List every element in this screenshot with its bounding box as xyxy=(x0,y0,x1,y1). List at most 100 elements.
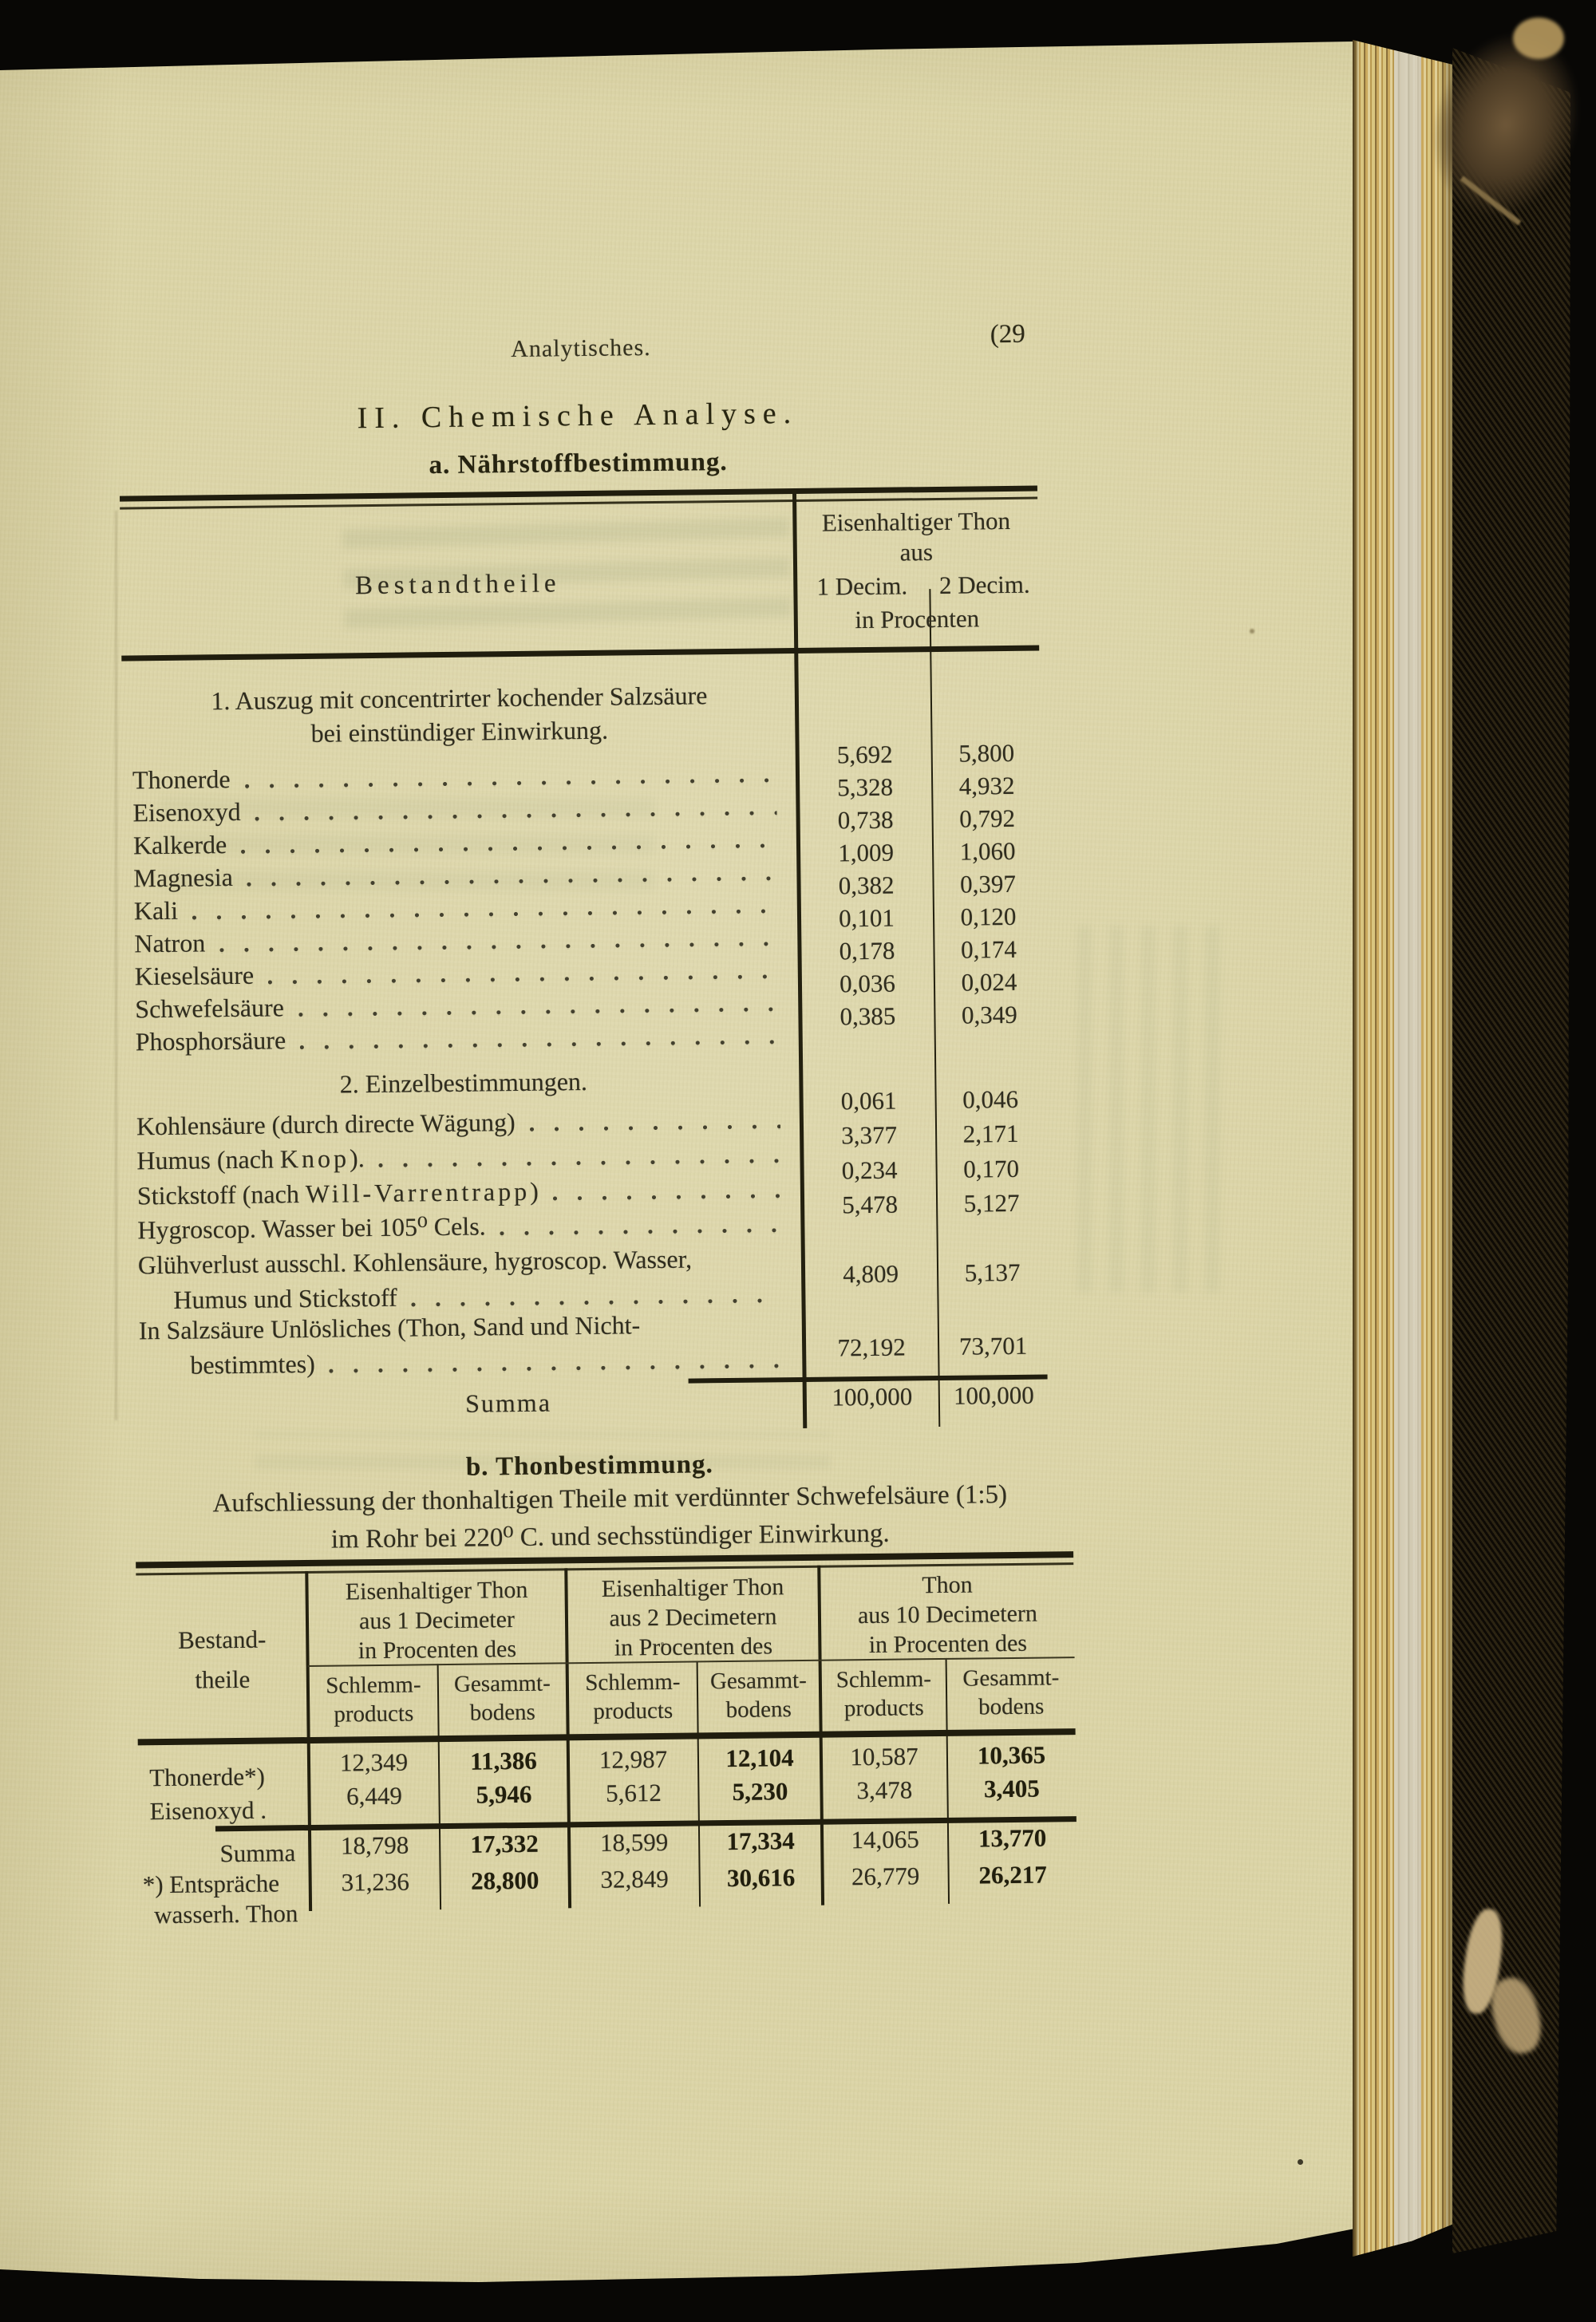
value-1decim: 0,036 xyxy=(839,969,896,998)
cell-value: 3,478 xyxy=(856,1775,913,1805)
book-cover-spine xyxy=(1452,48,1570,2254)
value-1decim: 0,382 xyxy=(838,871,895,900)
dot-leader xyxy=(529,1103,781,1138)
cell-value: 18,599 xyxy=(599,1827,669,1857)
value-1decim: 3,377 xyxy=(841,1120,898,1150)
dot-leader xyxy=(192,887,779,926)
row-label: Hygroscop. Wasser bei 105⁰ Cels. xyxy=(137,1211,486,1245)
paper-speck xyxy=(1298,2159,1303,2165)
row-label: Schwefelsäure xyxy=(135,993,285,1024)
row-label: Kalkerde xyxy=(132,830,227,860)
dot-leader xyxy=(255,789,777,827)
value-1decim: 0,101 xyxy=(838,903,895,933)
row-label: Stickstoff (nach Will-Varrentrapp) xyxy=(136,1176,539,1210)
cell-value: 26,217 xyxy=(978,1860,1047,1890)
binding-knot-highlight xyxy=(1513,18,1564,59)
value-2decim: 0,174 xyxy=(960,934,1017,964)
value-2decim: 2,171 xyxy=(962,1119,1019,1148)
book-fore-edge xyxy=(1353,40,1460,2257)
value-1decim: 4,809 xyxy=(843,1259,899,1289)
value-1decim: 5,328 xyxy=(837,772,894,802)
section-a-heading: a. Nährstoffbestimmung. xyxy=(429,447,728,480)
summa-label: Summa xyxy=(464,1388,552,1418)
summa-label: Summa xyxy=(219,1838,296,1868)
cell-value: 10,365 xyxy=(977,1740,1046,1770)
table-rule xyxy=(121,645,1040,661)
value-2decim: 0,349 xyxy=(961,1000,1017,1029)
value-2decim: 0,024 xyxy=(961,967,1017,997)
cell-value: 5,230 xyxy=(732,1777,788,1806)
dot-leader xyxy=(552,1172,782,1207)
value-1decim: 0,178 xyxy=(839,936,895,966)
summa-2decim: 100,000 xyxy=(953,1380,1034,1410)
table-row: Stickstoff (nach Will-Varrentrapp) 0,234… xyxy=(136,1155,1019,1211)
running-head: Analytisches. xyxy=(511,334,651,363)
column-header-bestandtheile: Bestand- theile xyxy=(177,1625,267,1694)
cell-value: 12,349 xyxy=(339,1747,409,1777)
value-1decim: 0,061 xyxy=(840,1086,897,1116)
value-2decim: 0,046 xyxy=(962,1084,1019,1114)
cell-value: 17,332 xyxy=(470,1829,539,1858)
cell-value: 17,334 xyxy=(726,1826,795,1856)
row-label: Thonerde xyxy=(132,764,231,795)
cell-value: 12,104 xyxy=(725,1743,794,1773)
dot-leader xyxy=(219,920,779,959)
cell-value: 26,779 xyxy=(851,1862,920,1891)
row-label: Phosphorsäure xyxy=(135,1025,286,1056)
column-header-unit: in Procenten xyxy=(855,604,980,634)
group-header-10decimeter: Thon aus 10 Decimetern in Procenten des xyxy=(857,1571,1038,1659)
column-header-bestandtheile: Bestandtheile xyxy=(354,569,561,601)
summa-row: Summa 100,000 100,000 xyxy=(140,1381,1034,1428)
cell-value: 14,065 xyxy=(851,1825,919,1854)
dot-leader xyxy=(267,953,779,991)
dot-leader xyxy=(299,1018,780,1056)
value-1decim: 1,009 xyxy=(838,838,895,867)
value-2decim: 5,127 xyxy=(963,1188,1020,1218)
cell-value: 30,616 xyxy=(726,1863,796,1893)
dot-leader xyxy=(378,1137,781,1174)
table-row: Kohlensäure (durch directe Wägung) 0,061… xyxy=(136,1085,1018,1142)
row-label: Eisenoxyd . xyxy=(149,1795,267,1826)
dot-leader xyxy=(298,985,780,1024)
cell-value: 31,236 xyxy=(341,1867,410,1897)
subheader-gesammtbodens: Gesammt- bodens xyxy=(453,1670,551,1726)
section-b-heading: b. Thonbestimmung. xyxy=(465,1450,713,1482)
row-label: Natron xyxy=(134,928,206,958)
group-header-1decimeter: Eisenhaltiger Thon aus 1 Decimeter in Pr… xyxy=(345,1576,528,1664)
value-1decim: 72,192 xyxy=(837,1333,906,1362)
value-2decim: 5,137 xyxy=(964,1258,1021,1287)
row-label: Magnesia xyxy=(133,863,234,893)
footnote-label: *) Entspräche wasserh. Thon xyxy=(142,1869,298,1929)
cell-value: 18,798 xyxy=(340,1830,409,1860)
table-row: Phosphorsäure 0,385 0,349 xyxy=(135,1001,1017,1057)
group-header-2decimeter: Eisenhaltiger Thon aus 2 Decimetern in P… xyxy=(601,1574,784,1661)
row-label: Humus (nach Knop). xyxy=(136,1143,365,1175)
footnote-row: *) Entspräche wasserh. Thon 31,236 28,80… xyxy=(140,1859,1078,1930)
paper-speck xyxy=(661,1642,664,1645)
fore-edge-light-band xyxy=(1394,40,1421,2257)
section-b-intro-line1: Aufschliessung der thonhaltigen Theile m… xyxy=(212,1480,1008,1518)
paper-crease xyxy=(115,511,117,1420)
value-2decim: 73,701 xyxy=(958,1331,1028,1360)
column-header-group: Eisenhaltiger Thon xyxy=(821,506,1011,537)
dot-leader xyxy=(500,1206,782,1242)
column-header-aus: aus xyxy=(899,538,934,567)
value-2decim: 4,932 xyxy=(958,771,1015,800)
subheader-gesammtbodens: Gesammt- bodens xyxy=(962,1664,1060,1720)
cell-value: 12,987 xyxy=(598,1744,668,1774)
row-label: Kali xyxy=(133,895,179,926)
value-1decim: 0,234 xyxy=(841,1155,898,1185)
row-label: Eisenoxyd xyxy=(132,796,241,827)
page-number: (29 xyxy=(990,319,1025,349)
cell-value: 32,849 xyxy=(600,1864,670,1894)
subheader-schlemmproducts: Schlemm- products xyxy=(585,1668,681,1724)
subheader-schlemmproducts: Schlemm- products xyxy=(326,1672,421,1728)
part2-heading: 2. Einzelbestimmungen. xyxy=(339,1066,588,1099)
cell-value: 3,405 xyxy=(983,1774,1041,1803)
value-1decim: 5,692 xyxy=(836,740,893,769)
value-2decim: 0,397 xyxy=(959,869,1017,898)
column-header-1decim: 1 Decim. xyxy=(816,571,908,601)
cell-value: 13,770 xyxy=(978,1823,1047,1853)
row-label: Kieselsäure xyxy=(134,960,255,991)
